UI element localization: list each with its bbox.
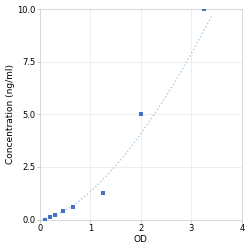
Point [71,205,75,209]
Point [202,7,206,11]
Point [101,191,105,195]
Point [139,112,143,116]
Point [53,213,57,217]
Point [48,216,52,220]
Y-axis label: Concentration (ng/ml): Concentration (ng/ml) [6,64,15,164]
Point [60,209,64,213]
Point [43,218,47,222]
X-axis label: OD: OD [134,236,148,244]
